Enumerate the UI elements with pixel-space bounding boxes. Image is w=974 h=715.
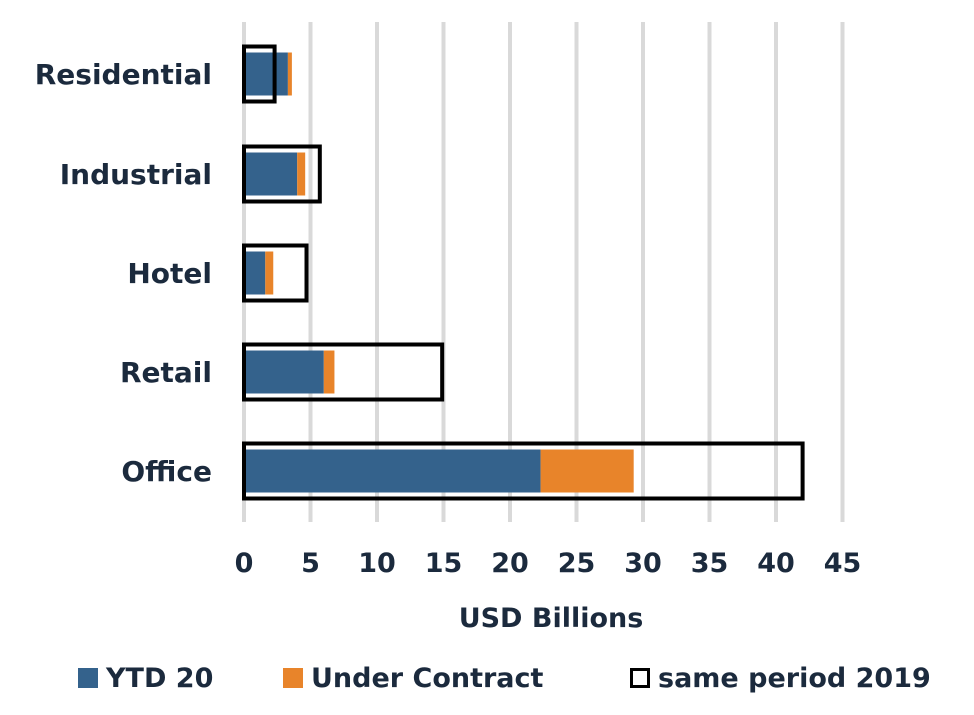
category-label-industrial: Industrial xyxy=(60,158,212,191)
x-tick-labels: 0 5 10 15 20 25 30 35 40 45 xyxy=(235,548,862,579)
x-tick-label-10: 10 xyxy=(358,548,396,579)
bar-chart: Residential Industrial Hotel Retail Office 0… xyxy=(35,22,862,634)
legend-swatch-under-contract xyxy=(283,668,303,688)
bar-under-contract-industrial xyxy=(297,152,306,196)
bar-prior-year-industrial xyxy=(242,144,322,204)
legend-label-ytd: YTD 20 xyxy=(106,662,214,694)
legend-item-under-contract: Under Contract xyxy=(283,658,543,698)
legend-item-prior-year: same period 2019 xyxy=(630,658,931,698)
category-label-residential: Residential xyxy=(35,58,212,91)
category-label-retail: Retail xyxy=(120,356,212,389)
bar-under-contract-retail xyxy=(323,350,335,394)
bar-under-contract-residential xyxy=(287,52,292,96)
bars xyxy=(242,44,805,501)
legend-label-under-contract: Under Contract xyxy=(311,662,544,694)
legend: YTD 20 Under Contract same period 2019 xyxy=(0,658,974,698)
x-tick-label-30: 30 xyxy=(624,548,662,579)
category-label-office: Office xyxy=(121,455,212,488)
x-tick-label-5: 5 xyxy=(301,548,320,579)
x-tick-label-25: 25 xyxy=(558,548,596,579)
x-tick-label-0: 0 xyxy=(235,548,254,579)
x-tick-label-15: 15 xyxy=(425,548,463,579)
legend-label-prior-year: same period 2019 xyxy=(658,662,931,694)
x-tick-label-45: 45 xyxy=(824,548,862,579)
x-tick-label-40: 40 xyxy=(757,548,795,579)
legend-item-ytd: YTD 20 xyxy=(78,658,213,698)
category-label-hotel: Hotel xyxy=(127,257,212,290)
bar-ytd-industrial xyxy=(244,152,298,196)
bar-prior-year-residential xyxy=(242,44,277,104)
category-labels: Residential Industrial Hotel Retail Office xyxy=(35,58,212,488)
x-axis-title: USD Billions xyxy=(459,603,644,634)
bar-ytd-hotel xyxy=(244,251,266,295)
legend-swatch-ytd xyxy=(78,668,98,688)
bar-ytd-office xyxy=(244,449,541,493)
bar-under-contract-office xyxy=(540,449,634,493)
bar-prior-year-retail xyxy=(242,342,445,402)
bar-ytd-residential xyxy=(244,52,288,96)
x-tick-label-20: 20 xyxy=(491,548,529,579)
bar-under-contract-hotel xyxy=(265,251,274,295)
bar-prior-year-office xyxy=(242,441,805,501)
bar-prior-year-hotel xyxy=(242,243,309,303)
x-tick-label-35: 35 xyxy=(691,548,729,579)
gridlines xyxy=(242,22,845,522)
bar-ytd-retail xyxy=(244,350,324,394)
legend-swatch-prior-year xyxy=(630,668,650,688)
